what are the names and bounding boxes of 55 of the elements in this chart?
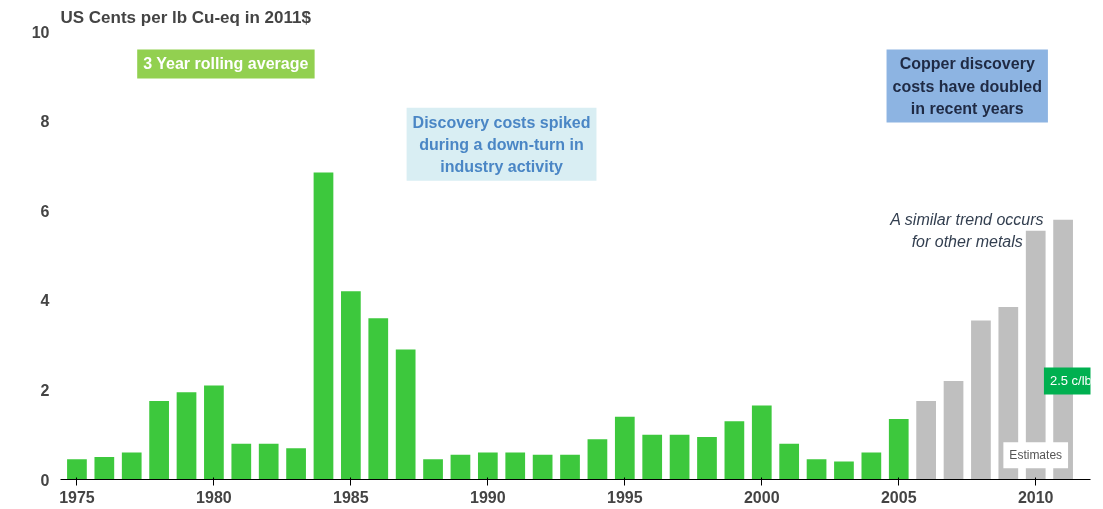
bar [94, 457, 115, 480]
bar [505, 452, 526, 480]
bar [368, 318, 389, 480]
x-tick-label: 2000 [743, 488, 780, 506]
bar [477, 452, 498, 480]
bar [341, 291, 361, 480]
x-tick-label: 1980 [196, 488, 232, 506]
annotation: Discovery costs spiked during a down-turn in industry activity [412, 113, 591, 175]
annotation: Copper discovery costs have doubled in recent years [892, 55, 1042, 117]
annotation: 3 Year rolling average [143, 55, 309, 73]
x-tick-label: 2005 [880, 488, 917, 506]
bar [669, 434, 690, 480]
y-tick-label: 2 [40, 381, 50, 399]
y-tick-label: 4 [40, 292, 50, 310]
bar [258, 443, 279, 480]
bar [642, 434, 663, 480]
bar [751, 405, 772, 480]
x-tick-label: 1990 [470, 488, 506, 506]
bar [149, 401, 169, 480]
chart-title: US Cents per lb Cu-eq in 2011$ [60, 7, 312, 27]
bar [587, 439, 608, 480]
bar [916, 401, 936, 480]
bar [560, 454, 580, 480]
y-tick-label: 10 [31, 23, 50, 41]
bar [286, 448, 306, 480]
x-tick-label: 1995 [607, 488, 643, 506]
annotation: A similar trend occurs for other metals [889, 210, 1044, 250]
x-tick-label: 1975 [59, 488, 95, 506]
bar [943, 380, 964, 480]
bar [697, 436, 717, 480]
y-tick-label: 0 [40, 471, 50, 489]
x-tick-label: 2010 [1017, 488, 1054, 506]
annotation: Estimates [1009, 448, 1063, 463]
bar [176, 392, 197, 480]
bar [395, 349, 416, 480]
bar [532, 454, 553, 480]
y-tick-label: 8 [40, 113, 50, 131]
bar [614, 416, 635, 480]
bar [724, 421, 745, 480]
annotation: 2.5 c/lb [1049, 373, 1092, 389]
bar [806, 459, 827, 480]
bar [779, 443, 800, 480]
bar [67, 459, 87, 480]
bar [423, 459, 443, 480]
x-tick-label: 1985 [333, 488, 369, 506]
bar [204, 385, 224, 480]
y-tick-label: 6 [40, 202, 50, 220]
bar [231, 443, 252, 480]
bar [971, 320, 991, 480]
bar [313, 172, 334, 480]
bar [861, 452, 882, 480]
bar [888, 419, 909, 480]
bar [450, 454, 471, 480]
bar [834, 461, 854, 480]
bar [121, 452, 142, 480]
